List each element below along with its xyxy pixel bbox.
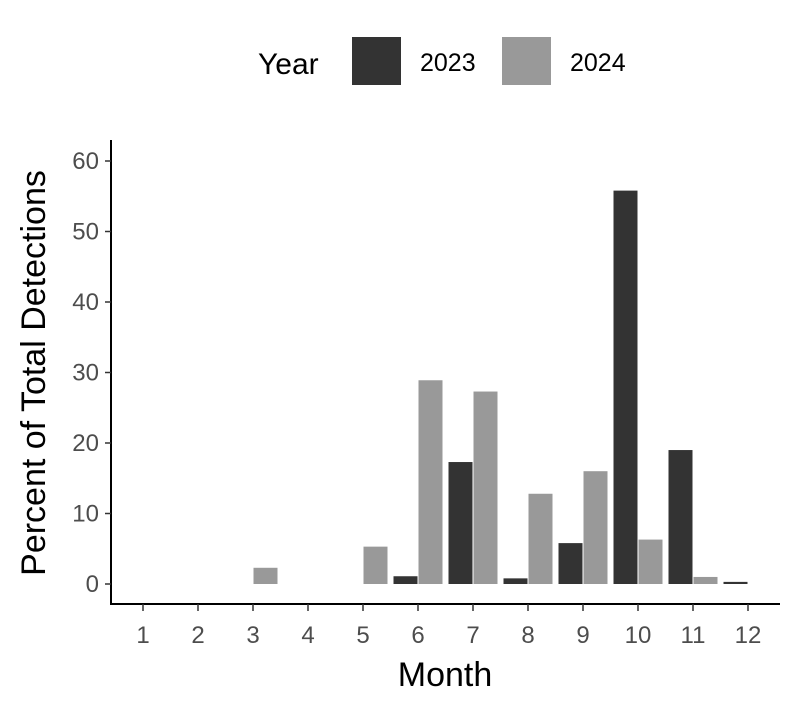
bar-2023-month-9 [558,543,583,584]
y-axis: 0 10 20 30 40 50 60 [72,140,112,605]
x-tick-label-9: 9 [576,622,589,649]
x-tick-label-11: 11 [681,622,706,649]
y-tick-label-50: 50 [72,219,99,246]
legend-key-2024 [502,37,551,85]
x-tick-label-8: 8 [521,622,534,649]
x-tick-label-5: 5 [356,622,369,649]
x-tick-label-7: 7 [466,622,479,649]
bar-2024-month-5 [363,546,388,584]
bar-2024-month-11 [693,576,718,584]
bar-2023-month-8 [503,578,528,584]
x-tick-label-6: 6 [411,622,424,649]
legend-title: Year [258,48,319,81]
x-tick-label-2: 2 [191,622,204,649]
bar-2024-month-7 [473,391,498,584]
x-tick-label-3: 3 [246,622,259,649]
x-tick-label-4: 4 [301,622,314,649]
legend: Year 2023 2024 [258,37,626,85]
bars [253,190,748,585]
y-tick-label-60: 60 [72,148,99,175]
legend-label-2023: 2023 [420,49,476,77]
bar-2024-month-10 [638,539,663,584]
x-axis: 1 2 3 4 5 6 7 8 9 10 11 12 [110,603,780,649]
bar-2024-month-6 [418,380,443,584]
legend-label-2024: 2024 [570,49,626,77]
x-tick-label-12: 12 [735,622,762,649]
bar-2023-month-10 [613,190,638,585]
y-tick-label-10: 10 [72,501,99,528]
bar-2024-month-8 [528,493,553,584]
bar-2023-month-6 [393,576,418,584]
y-tick-label-20: 20 [72,430,99,457]
y-axis-title: Percent of Total Detections [15,170,53,576]
legend-key-2023 [352,37,401,85]
x-tick-label-10: 10 [625,622,652,649]
bar-2024-month-3 [253,567,278,584]
bar-2023-month-7 [448,462,473,584]
bar-2023-month-11 [668,450,693,584]
x-tick-label-1: 1 [136,622,149,649]
y-tick-label-0: 0 [86,571,99,598]
y-tick-label-40: 40 [72,289,99,316]
y-tick-label-30: 30 [72,360,99,387]
x-axis-title: Month [398,656,493,694]
bar-2024-month-9 [583,471,608,584]
bar-2023-month-12 [723,581,748,584]
